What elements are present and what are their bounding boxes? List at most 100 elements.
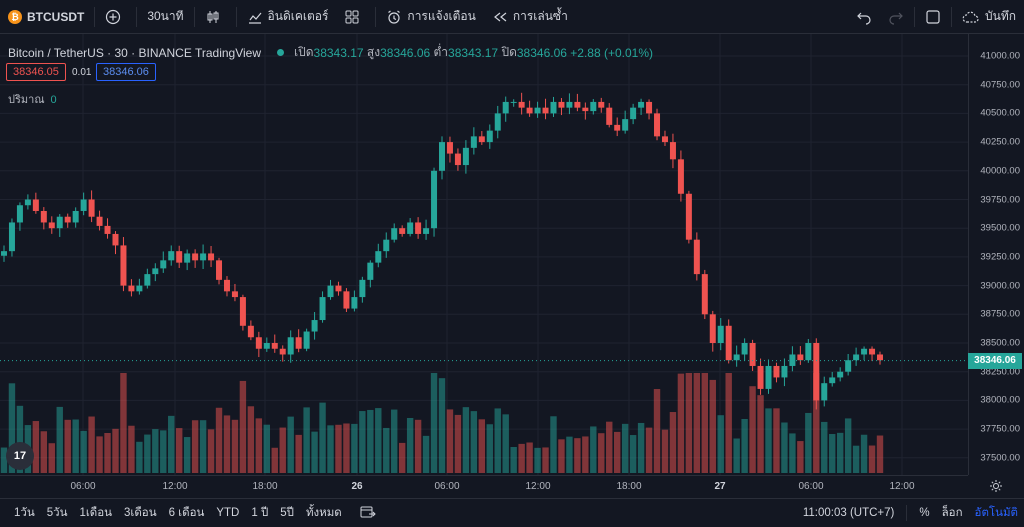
goto-date-button[interactable] xyxy=(354,505,382,522)
candle[interactable] xyxy=(661,136,668,143)
clock[interactable]: 11:00:03 (UTC+7) xyxy=(802,507,895,519)
range-button[interactable]: 5วัน xyxy=(46,507,68,519)
candle[interactable] xyxy=(160,260,167,269)
indicators-button[interactable]: อินดิเคเตอร์ xyxy=(239,0,337,34)
candle[interactable] xyxy=(534,107,541,114)
candle[interactable] xyxy=(407,222,414,234)
gear-icon[interactable] xyxy=(989,479,1003,493)
range-button[interactable]: 1เดือน xyxy=(79,507,113,519)
candle[interactable] xyxy=(630,107,637,120)
candle[interactable] xyxy=(502,101,509,114)
candle[interactable] xyxy=(208,253,215,261)
candle[interactable] xyxy=(168,251,175,261)
candle[interactable] xyxy=(375,251,382,263)
candle[interactable] xyxy=(415,222,422,234)
candle[interactable] xyxy=(287,337,294,355)
candle[interactable] xyxy=(741,343,748,355)
range-button[interactable]: 1วัน xyxy=(14,507,35,519)
candle[interactable] xyxy=(176,251,183,263)
candle[interactable] xyxy=(510,101,517,103)
candle[interactable] xyxy=(88,199,95,217)
candle[interactable] xyxy=(247,325,254,338)
time-axis[interactable]: 06:00 12:00 18:00 26 06:00 12:00 18:00 27 06:00 1… xyxy=(0,475,968,498)
candle[interactable] xyxy=(598,101,605,108)
candle[interactable] xyxy=(64,216,71,223)
candle[interactable] xyxy=(526,107,533,114)
candle[interactable] xyxy=(646,101,653,114)
chart-type-button[interactable] xyxy=(197,0,234,34)
candle[interactable] xyxy=(622,119,629,131)
candle[interactable] xyxy=(654,113,661,137)
candle[interactable] xyxy=(877,354,883,361)
candle[interactable] xyxy=(48,222,55,229)
candle[interactable] xyxy=(335,285,342,292)
ask-price-box[interactable]: 38346.06 xyxy=(96,63,156,81)
bid-price-box[interactable]: 38346.05 xyxy=(6,63,66,81)
chart-canvas[interactable] xyxy=(0,34,968,475)
candle[interactable] xyxy=(303,331,310,349)
candle[interactable] xyxy=(255,337,262,349)
candle[interactable] xyxy=(200,253,207,261)
fullscreen-button[interactable] xyxy=(917,0,949,34)
candle[interactable] xyxy=(725,325,732,361)
candle[interactable] xyxy=(359,279,366,298)
candle[interactable] xyxy=(749,343,756,366)
candle[interactable] xyxy=(16,205,23,223)
symbol-search[interactable]: ₿ BTCUSDT xyxy=(0,0,92,34)
candle[interactable] xyxy=(184,253,191,263)
candle[interactable] xyxy=(542,107,549,114)
candle[interactable] xyxy=(263,343,270,349)
candle[interactable] xyxy=(391,228,398,240)
candle[interactable] xyxy=(638,101,645,108)
symbol-title[interactable]: Bitcoin / TetherUS · 30 · BINANCE Tradin… xyxy=(8,45,261,60)
candle[interactable] xyxy=(829,377,836,384)
candle[interactable] xyxy=(446,142,453,154)
candle[interactable] xyxy=(295,337,302,349)
candle[interactable] xyxy=(216,260,223,280)
interval-button[interactable]: 30นาที xyxy=(139,0,191,34)
candle[interactable] xyxy=(239,297,246,326)
candle[interactable] xyxy=(96,216,103,226)
layouts-button[interactable] xyxy=(336,0,373,34)
candle[interactable] xyxy=(431,170,438,229)
price-axis[interactable]: 41000.00 40750.00 40500.00 40250.00 40000.00… xyxy=(968,34,1024,475)
candle[interactable] xyxy=(693,239,700,275)
range-button[interactable]: 5ปี xyxy=(280,507,294,519)
candle[interactable] xyxy=(231,291,238,298)
candle[interactable] xyxy=(327,285,334,298)
candle[interactable] xyxy=(120,245,127,286)
chart-pane[interactable] xyxy=(0,34,968,475)
auto-toggle[interactable]: อัตโนมัติ xyxy=(974,507,1018,519)
range-button[interactable]: ทั้งหมด xyxy=(305,507,342,519)
candle[interactable] xyxy=(765,365,772,389)
candle[interactable] xyxy=(813,343,820,401)
range-button[interactable]: 6 เดือน xyxy=(168,507,205,519)
candle[interactable] xyxy=(80,199,87,211)
candle[interactable] xyxy=(845,360,852,372)
candle[interactable] xyxy=(486,130,493,143)
candle[interactable] xyxy=(550,101,557,114)
candle[interactable] xyxy=(821,383,828,401)
candle[interactable] xyxy=(319,297,326,321)
candle[interactable] xyxy=(311,320,318,332)
candle[interactable] xyxy=(423,228,430,234)
range-button[interactable]: 1 ปี xyxy=(251,507,269,519)
candle[interactable] xyxy=(399,228,406,234)
candle[interactable] xyxy=(685,193,692,240)
candle[interactable] xyxy=(271,343,278,349)
tradingview-logo[interactable]: 17 xyxy=(6,442,34,470)
candle[interactable] xyxy=(439,142,445,171)
candle[interactable] xyxy=(470,136,477,148)
candle[interactable] xyxy=(152,268,159,275)
range-button[interactable]: YTD xyxy=(216,507,240,519)
candle[interactable] xyxy=(112,233,119,246)
candle[interactable] xyxy=(128,285,135,292)
candle[interactable] xyxy=(24,199,31,206)
candle[interactable] xyxy=(869,348,876,355)
candle[interactable] xyxy=(717,325,724,343)
save-button[interactable]: บันทึก xyxy=(954,0,1024,34)
candle[interactable] xyxy=(104,225,111,234)
candle[interactable] xyxy=(223,279,230,292)
alert-button[interactable]: การแจ้งเตือน xyxy=(378,0,483,34)
candle[interactable] xyxy=(1,251,7,256)
